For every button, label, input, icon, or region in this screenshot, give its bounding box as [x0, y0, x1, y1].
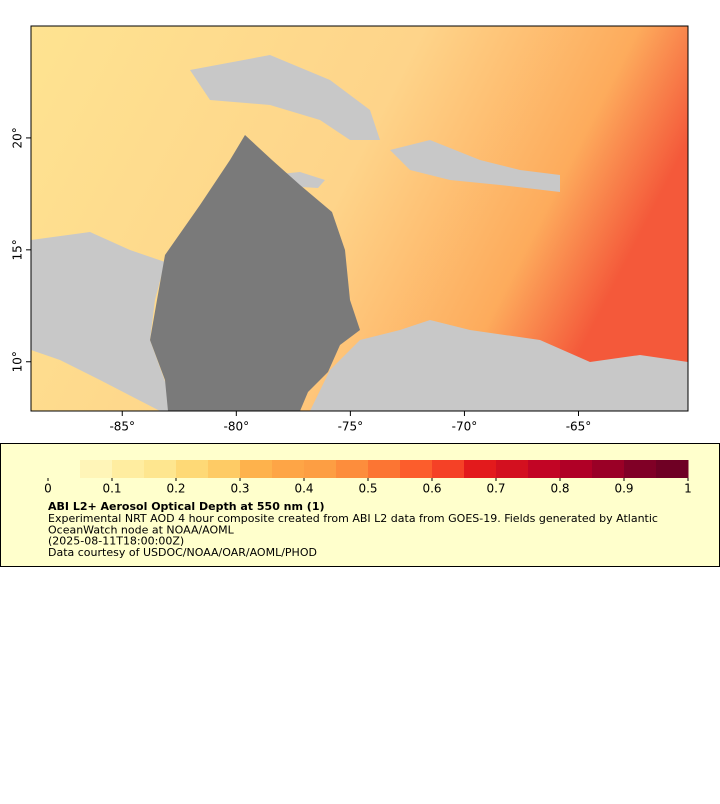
colorbar-tick-label: 0.7	[486, 482, 505, 496]
colorbar-tick-label: 0.6	[422, 482, 441, 496]
colorbar-tick-label: 0.9	[614, 482, 633, 496]
caption-line: (2025-08-11T18:00:00Z)	[48, 535, 184, 548]
colorbar-swatch	[560, 460, 593, 478]
colorbar-tick-label: 0.8	[550, 482, 569, 496]
colorbar-tick-label: 0.1	[102, 482, 121, 496]
x-tick-label: -70°	[452, 420, 478, 434]
colorbar-swatch	[592, 460, 625, 478]
colorbar-swatch	[624, 460, 657, 478]
colorbar-tick-label: 0.3	[230, 482, 249, 496]
colorbar-swatch	[272, 460, 305, 478]
caption-line: Data courtesy of USDOC/NOAA/OAR/AOML/PHO…	[48, 546, 317, 559]
colorbar-swatch	[48, 460, 81, 478]
colorbar-tick-label: 0	[44, 482, 52, 496]
x-tick-label: -65°	[566, 420, 592, 434]
x-tick-label: -85°	[109, 420, 135, 434]
map-image	[30, 25, 689, 412]
colorbar-swatch	[176, 460, 209, 478]
colorbar-swatch	[368, 460, 401, 478]
colorbar-tick-label: 0.4	[294, 482, 313, 496]
colorbar-swatch	[656, 460, 689, 478]
colorbar-swatch	[112, 460, 145, 478]
y-tick-label: 15°	[11, 239, 25, 260]
caption-title: ABI L2+ Aerosol Optical Depth at 550 nm …	[48, 500, 325, 513]
x-tick-label: -75°	[338, 420, 364, 434]
colorbar-swatch	[336, 460, 369, 478]
colorbar-swatch	[528, 460, 561, 478]
colorbar-swatch	[208, 460, 241, 478]
colorbar-swatch	[464, 460, 497, 478]
colorbar-tick-label: 0.5	[358, 482, 377, 496]
caption-line: Experimental NRT AOD 4 hour composite cr…	[48, 512, 658, 525]
colorbar-swatch	[80, 460, 113, 478]
colorbar-swatch	[240, 460, 273, 478]
colorbar-swatch	[432, 460, 465, 478]
colorbar-swatch	[400, 460, 433, 478]
y-tick-label: 10°	[11, 351, 25, 372]
colorbar-swatch	[144, 460, 177, 478]
colorbar-tick-label: 0.2	[166, 482, 185, 496]
colorbar-tick-label: 1	[684, 482, 692, 496]
y-tick-label: 20°	[11, 127, 25, 148]
caption-line: OceanWatch node at NOAA/AOML	[48, 523, 235, 536]
colorbar-swatch	[496, 460, 529, 478]
colorbar-swatch	[304, 460, 337, 478]
x-tick-label: -80°	[224, 420, 250, 434]
